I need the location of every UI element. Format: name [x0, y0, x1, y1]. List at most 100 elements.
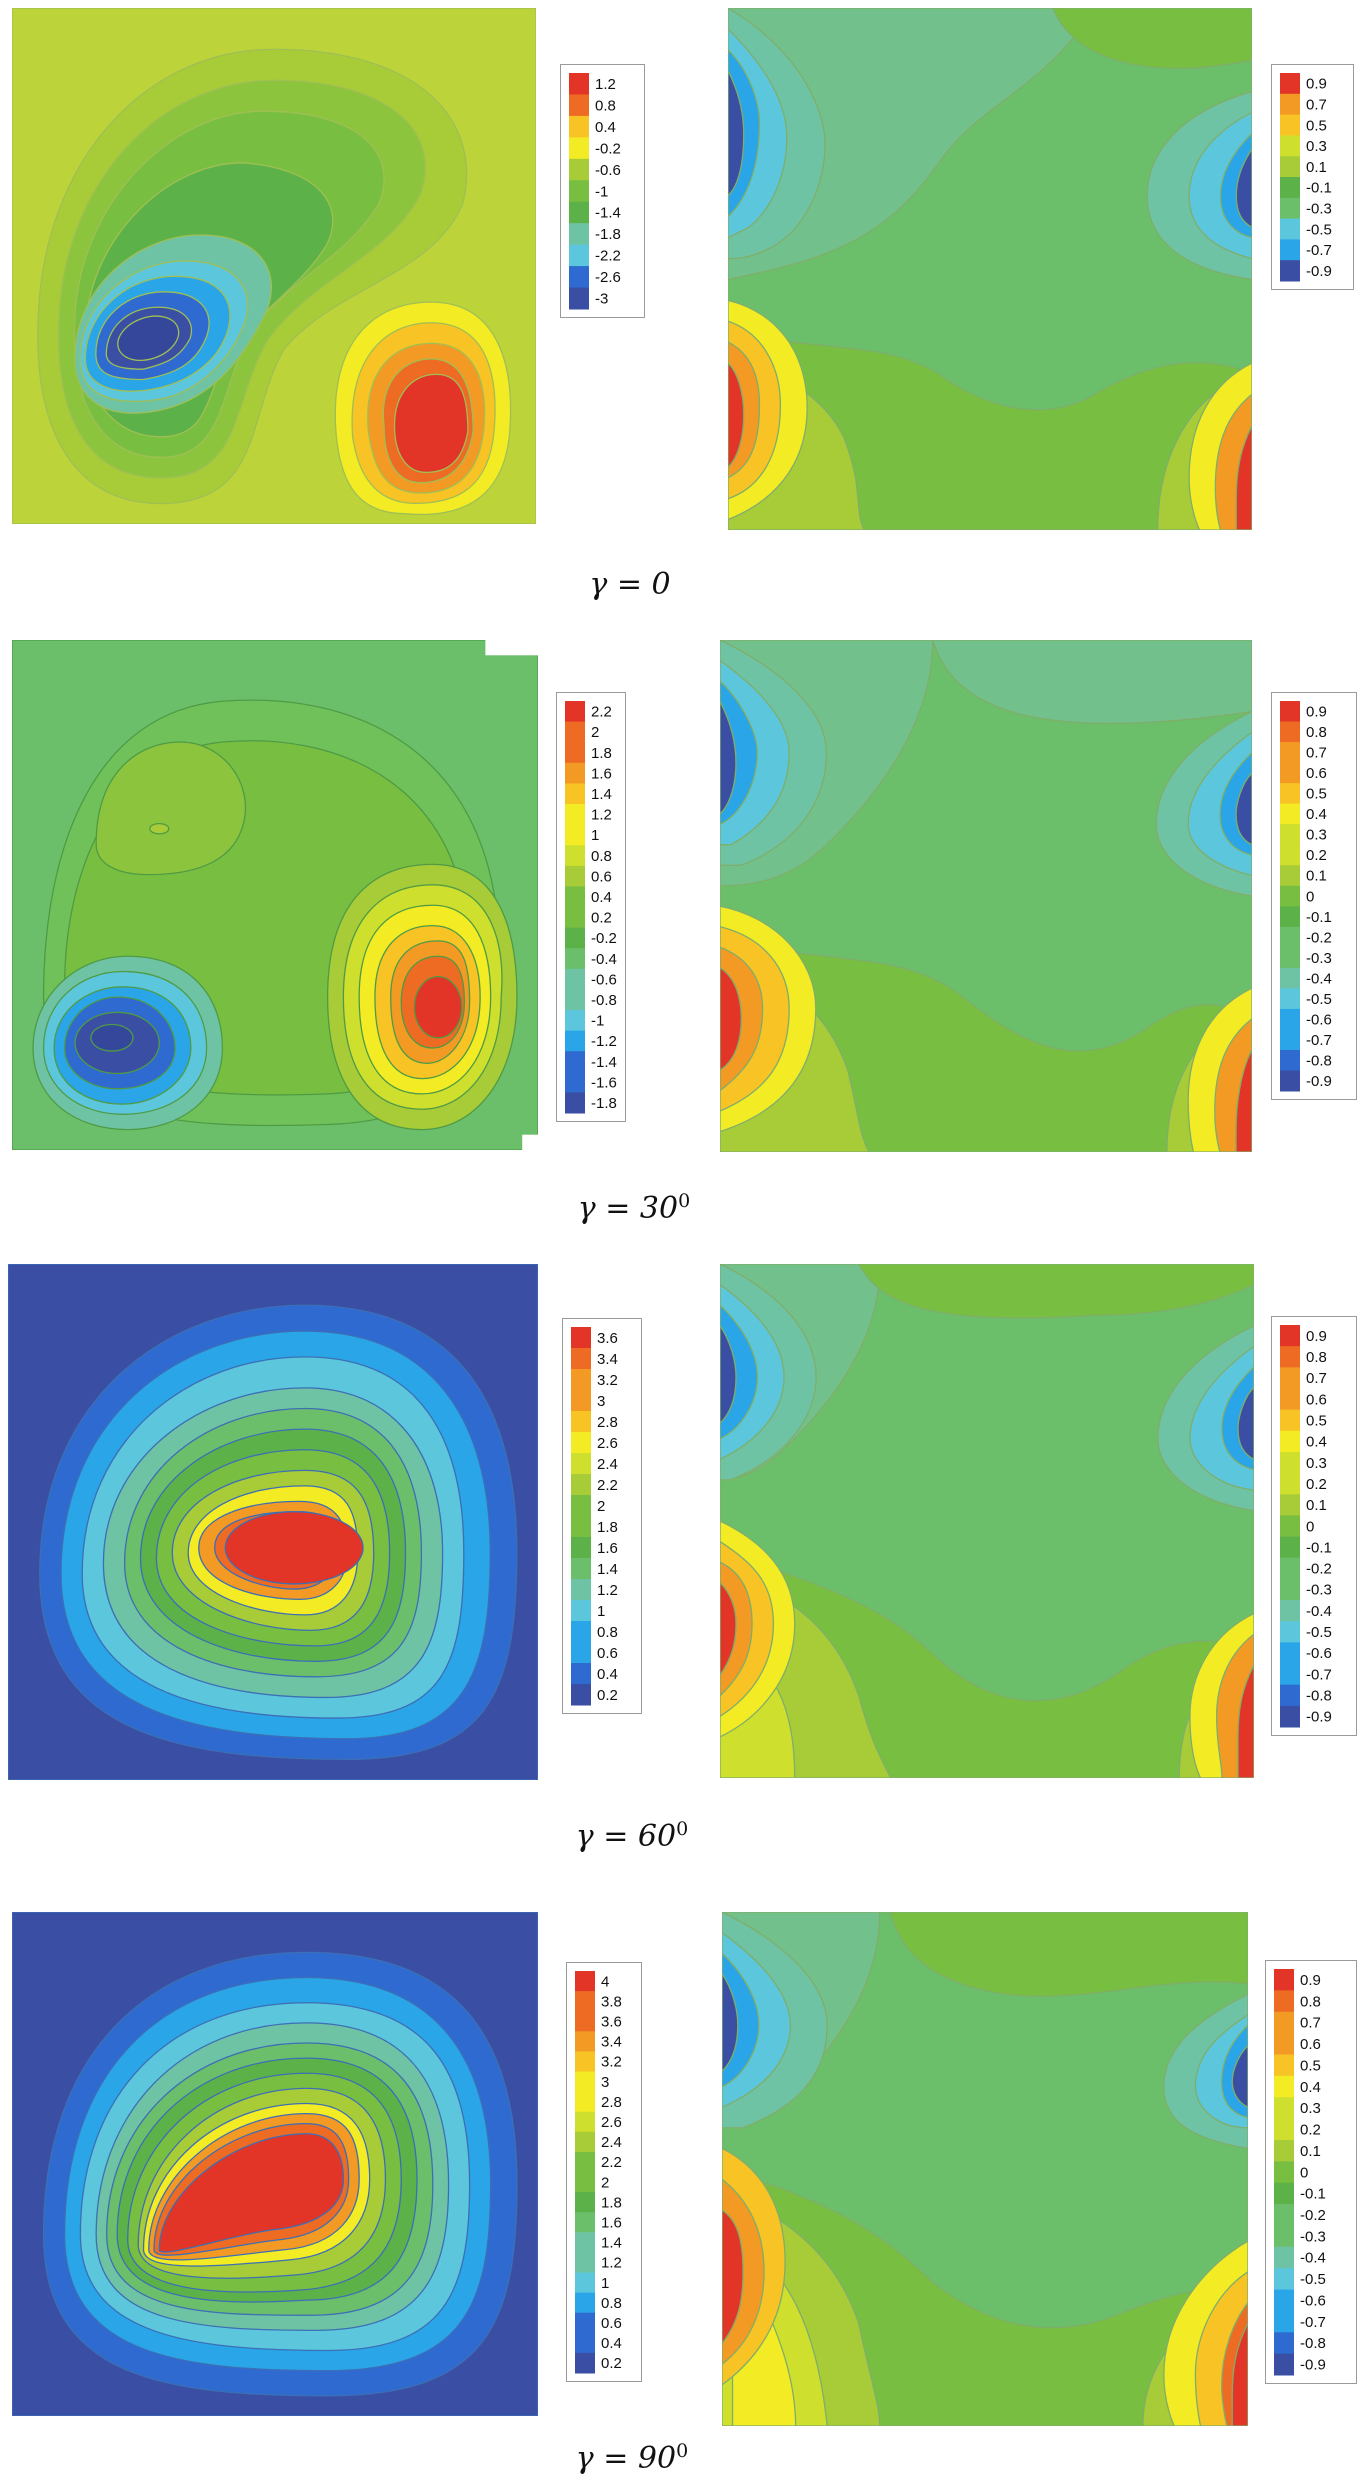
caption-gamma-60: γ = 600	[512, 1818, 752, 1854]
legend-swatch	[565, 865, 585, 887]
legend-swatch	[565, 701, 585, 723]
legend-swatch	[569, 137, 589, 160]
legend-tick-label: -0.5	[1306, 1624, 1332, 1641]
legend-swatch	[575, 2172, 595, 2193]
legend-tick-label: -0.2	[1306, 929, 1332, 946]
legend-tick-label: -0.9	[1306, 1073, 1332, 1090]
legend-swatch	[571, 1495, 591, 1517]
legend-tick-label: 0	[1306, 1518, 1314, 1535]
legend-swatch	[565, 783, 585, 805]
legend-swatch	[1280, 156, 1300, 178]
legend-tick-label: 0.3	[1306, 1455, 1327, 1472]
legend-tick-label: -0.8	[1306, 1688, 1332, 1705]
legend-tick-label: -0.9	[1300, 2357, 1326, 2374]
legend-swatch	[1280, 1494, 1300, 1516]
legend-isotherms-gamma-30: 0.9 0.8 0.7 0.6 0.5 0.4 0.3 0.2 0.1 0 -0.1 -0.2 -0.3…	[1271, 692, 1357, 1100]
legend-swatch	[1280, 1451, 1300, 1474]
legend-tick-label: 0.2	[601, 2355, 622, 2372]
legend-swatch	[1274, 2033, 1294, 2055]
legend-tick-label: 1.8	[601, 2194, 622, 2211]
legend-tick-label: 0.1	[1306, 159, 1327, 176]
legend-swatch	[1280, 135, 1300, 157]
legend-colorbar: 0.9 0.7 0.5 0.3 0.1 -0.1 -0.3 -0.5 -0.7 -0.9	[1280, 73, 1332, 282]
legend-tick-label: 0.9	[1300, 1972, 1321, 1989]
legend-isotherms-gamma-0: 0.9 0.7 0.5 0.3 0.1 -0.1 -0.3 -0.5 -0.7 -0.9	[1271, 64, 1354, 290]
legend-swatch	[1274, 2268, 1294, 2291]
legend-tick-label: -0.5	[1306, 221, 1332, 238]
legend-swatch	[1280, 1557, 1300, 1580]
legend-tick-label: 0.4	[1300, 2079, 1321, 2096]
legend-tick-label: 0.5	[1306, 117, 1327, 134]
legend-swatch	[1280, 1325, 1300, 1347]
legend-swatch	[1280, 93, 1300, 116]
legend-colorbar: 4 3.8 3.6 3.4 3.2 3 2.8 2.6 2.4 2.2 2 1.8 1.6 1.4 1.2 1…	[575, 1971, 622, 2374]
legend-swatch	[575, 1971, 595, 1992]
legend-tick-label: 0.5	[1300, 2057, 1321, 2074]
legend-tick-label: 0.4	[601, 2335, 622, 2352]
legend-tick-label: -0.9	[1306, 263, 1332, 280]
legend-swatch	[575, 2312, 595, 2334]
legend-tick-label: 3.8	[601, 1993, 622, 2010]
legend-swatch	[1274, 2310, 1294, 2333]
legend-swatch	[571, 1327, 591, 1349]
legend-tick-label: -0.1	[1306, 1539, 1332, 1556]
legend-tick-label: 2.4	[601, 2134, 622, 2151]
legend-tick-label: -0.8	[1306, 1052, 1332, 1069]
legend-swatch	[1280, 926, 1300, 948]
legend-tick-label: 0.8	[595, 97, 616, 114]
legend-tick-label: 2	[597, 1498, 605, 1515]
legend-tick-label: 3.2	[601, 2054, 622, 2071]
legend-tick-label: 0.8	[1306, 724, 1327, 741]
legend-swatch	[571, 1411, 591, 1433]
caption-value: 60	[637, 1819, 677, 1854]
legend-streamlines-gamma-90: 4 3.8 3.6 3.4 3.2 3 2.8 2.6 2.4 2.2 2 1.8 1.6 1.4 1.2 1…	[566, 1962, 642, 2382]
legend-swatch	[1280, 1409, 1300, 1432]
legend-swatch	[1280, 742, 1300, 764]
legend-swatch	[571, 1432, 591, 1454]
legend-tick-label: -0.7	[1306, 1666, 1332, 1683]
legend-tick-label: -0.6	[1300, 2292, 1326, 2309]
legend-swatch	[565, 762, 585, 784]
legend-tick-label: 1.6	[601, 2215, 622, 2232]
legend-swatch	[571, 1537, 591, 1559]
legend-tick-label: 1.4	[601, 2235, 622, 2252]
legend-swatch	[1280, 218, 1300, 240]
legend-tick-label: -1.6	[591, 1074, 617, 1091]
legend-swatch	[575, 2332, 595, 2354]
legend-swatch	[565, 824, 585, 846]
legend-tick-label: 1.8	[597, 1519, 618, 1536]
legend-swatch	[1274, 2289, 1294, 2312]
legend-tick-label: 2.2	[591, 704, 612, 721]
legend-tick-label: 1	[597, 1603, 605, 1620]
legend-tick-label: 2.2	[597, 1477, 618, 1494]
legend-swatch	[569, 94, 589, 117]
legend-swatch	[571, 1642, 591, 1664]
legend-tick-label: 3	[601, 2074, 609, 2091]
legend-tick-label: -0.9	[1306, 1709, 1332, 1726]
legend-tick-label: -0.1	[1306, 180, 1332, 197]
legend-swatch	[565, 948, 585, 970]
legend-swatch	[1280, 1621, 1300, 1643]
legend-swatch	[575, 2232, 595, 2253]
legend-tick-label: -1.2	[591, 1033, 617, 1050]
legend-swatch	[565, 989, 585, 1011]
legend-tick-label: 2	[601, 2174, 609, 2191]
legend-tick-label: 0.1	[1306, 1497, 1327, 1514]
legend-swatch	[575, 2051, 595, 2072]
legend-swatch	[565, 1071, 585, 1093]
legend-tick-label: -0.1	[1300, 2186, 1326, 2203]
legend-tick-label: 4	[601, 1973, 609, 1990]
legend-tick-label: 0.4	[1306, 806, 1327, 823]
legend-tick-label: 0.9	[1306, 1328, 1327, 1345]
legend-tick-label: 0.9	[1306, 76, 1327, 93]
legend-swatch	[571, 1684, 591, 1706]
legend-tick-label: -0.8	[1300, 2335, 1326, 2352]
legend-swatch	[565, 845, 585, 867]
legend-tick-label: -0.6	[1306, 1011, 1332, 1028]
legend-swatch	[1280, 1578, 1300, 1601]
legend-swatch	[1280, 721, 1300, 743]
legend-tick-label: -0.4	[1306, 970, 1332, 987]
legend-tick-label: 0.1	[1300, 2143, 1321, 2160]
legend-streamlines-gamma-60: 3.6 3.4 3.2 3 2.8 2.6 2.4 2.2 2 1.8 1.6 1.4 1.2 1 0.8 0…	[562, 1318, 642, 1714]
legend-tick-label: 0.8	[1306, 1349, 1327, 1366]
